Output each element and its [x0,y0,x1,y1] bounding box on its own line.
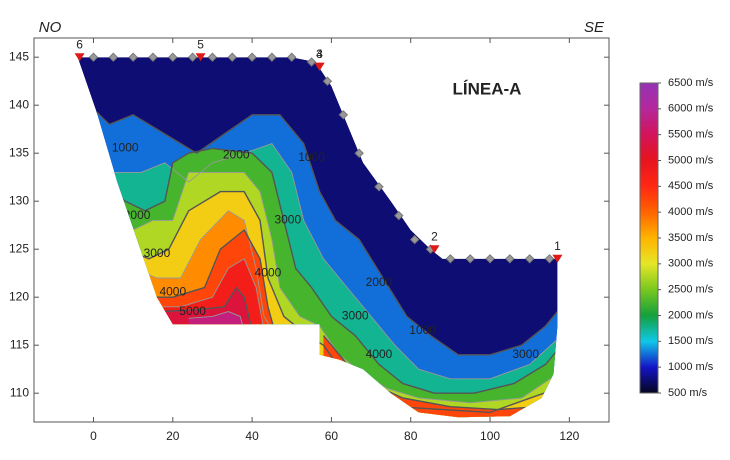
contour-line [132,210,277,336]
shot-label: 2 [431,229,438,243]
contour-label: 4000 [255,265,282,279]
geophone [544,254,555,264]
y-tick-label: 135 [9,145,29,159]
chart-title: LÍNEA-A [453,79,522,98]
contour-line [160,286,253,331]
geophone [338,110,349,120]
geophone [505,254,515,264]
geophone [247,52,257,62]
geophone [148,52,158,62]
y-tick-label: 120 [9,289,29,303]
geophone [207,52,218,62]
geophone [267,52,277,62]
colorbar-tick-label: 5500 m/s [668,129,714,141]
contour-label: 3000 [342,309,369,323]
contour-label: 1000 [112,141,139,155]
x-tick-label: 120 [559,429,579,443]
geophone [445,254,456,264]
geophone [394,210,404,221]
geophone [128,52,138,62]
geophone [374,182,384,192]
colorbar-tick-label: 1500 m/s [668,335,714,347]
contour-label: 2000 [124,208,151,222]
y-tick-label: 115 [10,337,29,351]
colorbar-tick-label: 5000 m/s [668,154,714,166]
contour-line [149,258,265,331]
geophone [88,52,99,62]
y-tick-label: 130 [9,193,29,207]
contour-label: 3000 [512,347,539,361]
contour-label: 3000 [144,246,171,260]
plot-frame [33,37,610,423]
geophone [187,52,198,62]
geophone [524,254,535,264]
colorbar-tick-label: 3000 m/s [668,258,714,270]
velocity-model: 1000 1000 1000 2000 2000 2000 3000 3000 3000 3000… [77,57,558,418]
x-tick-label: 0 [90,429,97,443]
contour-label: 2000 [223,147,250,161]
contour-label: 2000 [366,275,393,289]
geophone [322,76,333,86]
colorbar-tick-label: 2500 m/s [668,284,714,296]
direction-label: NO [39,19,62,36]
geophone [465,254,475,264]
contour-label: 1000 [298,150,325,164]
contour-label: 1000 [409,323,436,337]
x-tick-label: 60 [325,429,339,443]
geophone [485,254,495,264]
shot-label: 5 [197,37,204,51]
x-tick-label: 80 [404,429,418,443]
contour-label: 4000 [366,347,393,361]
colorbar-tick-label: 1000 m/s [668,361,714,373]
contour-line [100,147,558,394]
contour-line [141,229,277,336]
shot-label: 6 [76,37,83,51]
contour-line [89,104,558,356]
shot-point [314,62,325,71]
shot-label: 1 [554,239,561,253]
y-tick-label: 140 [9,97,29,111]
colorbar-tick-label: 4500 m/s [668,180,714,192]
contour-line [93,143,558,380]
contour-label: 3000 [274,213,301,227]
shot-point [552,254,563,263]
contour-line [188,311,245,331]
contour-line [109,171,558,404]
geophone [168,52,178,62]
x-tick-label: 100 [480,429,500,443]
shot-point [195,53,206,62]
geophone [354,148,364,158]
shot-point [429,245,440,254]
y-tick-label: 110 [10,385,29,399]
shot-label: 3 [316,47,323,61]
y-tick-label: 145 [9,49,29,63]
colorbar-tick-label: 4000 m/s [668,206,714,218]
colorbar-tick-label: 2000 m/s [668,309,714,321]
colorbar-tick-label: 500 m/s [668,387,708,399]
x-tick-label: 40 [245,429,259,443]
geophone [409,234,420,245]
colorbar [639,82,659,394]
geophone [287,52,297,62]
colorbar-tick-label: 6500 m/s [668,77,714,89]
colorbar-tick-label: 3500 m/s [668,232,714,244]
geophone [306,57,317,67]
direction-label: SE [584,19,605,36]
shot-label: 4 [316,47,323,61]
shot-point [74,53,85,62]
contour-label: 4000 [159,285,186,299]
geophone [108,52,119,62]
y-tick-label: 125 [9,241,29,255]
colorbar-tick-label: 6000 m/s [668,103,714,115]
x-tick-label: 20 [166,429,180,443]
contour-label: 5000 [179,304,206,318]
geophone [227,52,237,62]
